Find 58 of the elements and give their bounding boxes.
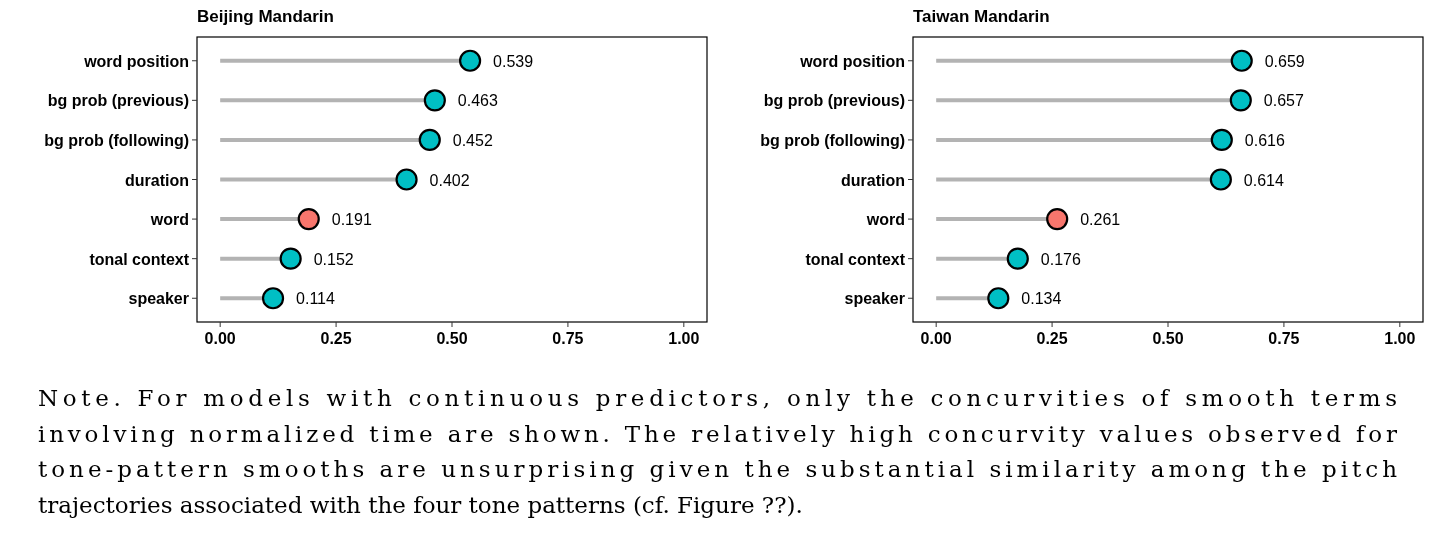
x-tick-label: 0.25 — [320, 330, 352, 347]
y-tick-label: speaker — [128, 290, 189, 308]
chart-title: Beijing Mandarin — [197, 7, 334, 26]
y-tick-label: word position — [799, 52, 905, 70]
data-label: 0.152 — [313, 250, 354, 268]
y-tick-label: duration — [841, 171, 905, 189]
point — [1230, 49, 1253, 72]
y-tick-label: tonal context — [89, 250, 190, 268]
point — [1046, 207, 1069, 231]
data-label: 0.659 — [1264, 52, 1305, 70]
data-label: 0.657 — [1263, 92, 1304, 110]
y-tick-label: tonal context — [805, 250, 906, 268]
data-label: 0.134 — [1021, 290, 1062, 308]
x-tick-label: 0.50 — [436, 330, 468, 347]
data-label: 0.114 — [296, 290, 335, 308]
y-tick-label: word position — [83, 52, 189, 70]
x-tick-label: 0.25 — [1036, 330, 1068, 347]
point — [458, 49, 482, 72]
point — [987, 287, 1010, 310]
x-tick-label: 0.00 — [204, 330, 236, 347]
data-label: 0.452 — [452, 131, 493, 149]
data-label: 0.191 — [331, 211, 372, 229]
y-tick-label: bg prob (following) — [44, 131, 189, 149]
y-tick-label: duration — [125, 171, 189, 189]
x-tick-label: 0.00 — [920, 330, 952, 347]
y-tick-label: speaker — [844, 290, 905, 308]
y-tick-label: bg prob (following) — [760, 131, 905, 149]
x-tick-label: 0.75 — [552, 330, 584, 347]
point — [279, 247, 302, 270]
y-tick-label: word — [149, 211, 189, 229]
data-label: 0.614 — [1243, 171, 1284, 189]
y-tick-label: bg prob (previous) — [763, 92, 905, 110]
text: trajectories associated with the four tone patterns (cf. Figure ??). — [38, 491, 803, 518]
y-tick-label: word — [865, 211, 905, 229]
x-tick-label: 1.00 — [668, 330, 700, 347]
data-label: 0.402 — [429, 171, 470, 189]
point — [1210, 128, 1233, 152]
text: involving normalized time are shown. The relatively high concurvity values observed for — [38, 420, 1397, 447]
point — [1006, 247, 1029, 270]
point — [418, 128, 441, 152]
point — [1209, 168, 1232, 191]
x-tick-label: 0.50 — [1152, 330, 1184, 347]
data-label: 0.539 — [493, 52, 534, 70]
chart-title: Taiwan Mandarin — [913, 7, 1050, 26]
data-label: 0.616 — [1244, 131, 1285, 149]
text: tone-pattern smooths are unsurprising given the substantial similarity among the pitch — [38, 456, 1398, 482]
point — [395, 168, 418, 191]
x-tick-label: 1.00 — [1384, 330, 1416, 347]
data-label: 0.261 — [1080, 211, 1121, 229]
data-label: 0.463 — [457, 92, 498, 110]
data-label: 0.176 — [1040, 250, 1081, 268]
point — [297, 207, 320, 231]
y-tick-label: bg prob (previous) — [47, 92, 189, 110]
point — [423, 89, 446, 112]
text: Note. For models with continuous predictors, only the concurvities of smooth terms — [38, 385, 1397, 411]
x-tick-label: 0.75 — [1268, 330, 1300, 347]
point — [261, 287, 285, 310]
point — [1229, 89, 1252, 112]
